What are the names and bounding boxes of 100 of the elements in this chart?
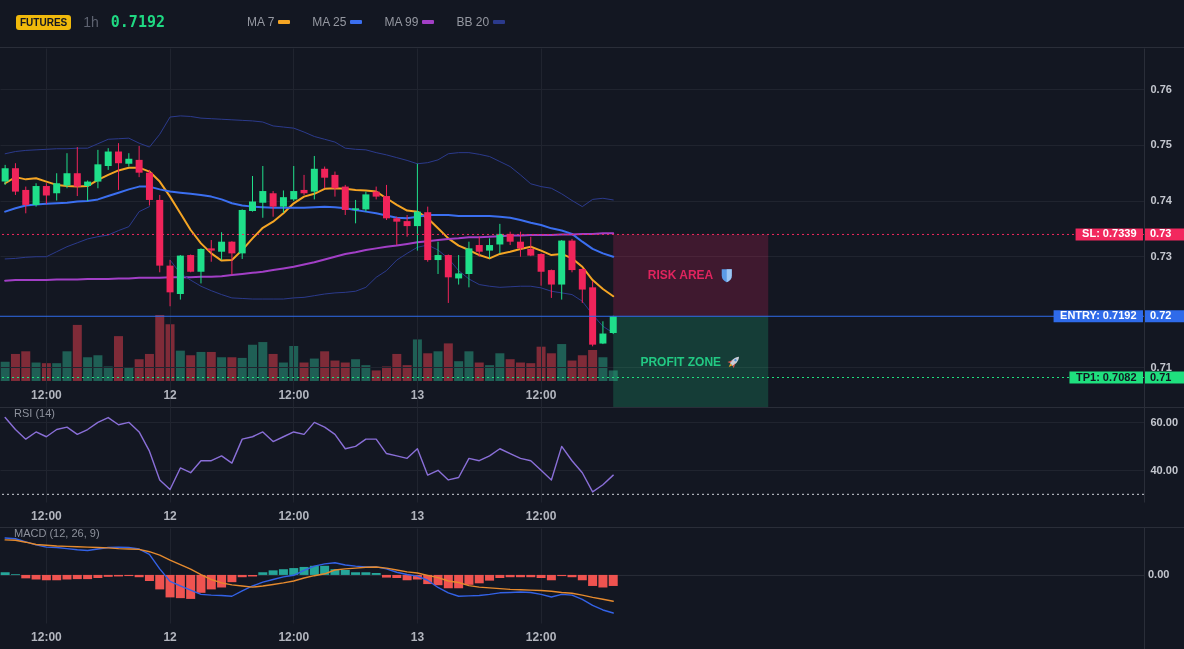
x-tick-label: 13 bbox=[410, 387, 425, 402]
chart-title: MACD (12, 26, 9) bbox=[14, 527, 100, 539]
candlestick bbox=[1, 164, 9, 186]
bar bbox=[340, 362, 350, 381]
bar bbox=[299, 362, 309, 381]
candlestick bbox=[352, 199, 360, 224]
bar bbox=[217, 357, 227, 381]
bar bbox=[175, 350, 185, 381]
bar bbox=[268, 353, 278, 381]
x-tick-label: 12:00 bbox=[31, 387, 63, 402]
text: 0.00 bbox=[1148, 567, 1170, 580]
line-series bbox=[4, 115, 614, 208]
x-tick-label: 12:00 bbox=[31, 508, 63, 523]
x-tick-label: 13 bbox=[410, 508, 425, 523]
x-tick-label: 12:00 bbox=[525, 629, 557, 644]
candlestick bbox=[73, 146, 81, 197]
bar bbox=[0, 361, 10, 381]
bar bbox=[103, 366, 113, 381]
bar bbox=[114, 336, 124, 381]
ref-line-label: SL: 0.7339 bbox=[1082, 227, 1137, 240]
bar bbox=[474, 362, 484, 381]
bar bbox=[124, 367, 134, 381]
bar bbox=[608, 574, 618, 586]
candlestick bbox=[32, 182, 40, 208]
candlestick bbox=[300, 174, 308, 196]
legend-label: MA 99 bbox=[384, 15, 419, 29]
candlestick bbox=[434, 241, 442, 275]
x-tick-label: 12 bbox=[163, 387, 178, 402]
candlestick bbox=[362, 191, 370, 213]
y-tick-label: 0.75 bbox=[1150, 138, 1172, 151]
candlestick bbox=[53, 172, 61, 202]
bar bbox=[31, 362, 41, 381]
bar bbox=[423, 353, 433, 381]
bar bbox=[258, 572, 268, 575]
candlestick bbox=[341, 184, 349, 216]
ref-line-label: TP1: 0.7082 bbox=[1075, 370, 1137, 383]
candlestick bbox=[218, 231, 226, 261]
candlestick bbox=[135, 145, 143, 178]
y-tick-label: 0.76 bbox=[1150, 82, 1172, 95]
candlestick bbox=[279, 189, 287, 214]
x-tick-label: 13 bbox=[410, 629, 425, 644]
bar bbox=[206, 351, 216, 381]
y-tick-label: 0.74 bbox=[1150, 194, 1173, 207]
line-series bbox=[4, 185, 615, 258]
bar bbox=[72, 324, 82, 381]
bar bbox=[598, 357, 608, 381]
chart-title: RSI (14) bbox=[14, 407, 55, 419]
x-tick-label: 12:00 bbox=[525, 508, 557, 523]
bar bbox=[402, 365, 412, 381]
legend-label: BB 20 bbox=[456, 15, 490, 29]
text: 0.7192 bbox=[110, 13, 165, 31]
candlestick bbox=[547, 269, 555, 299]
candlestick bbox=[537, 252, 545, 287]
x-tick-label: 12:00 bbox=[278, 508, 310, 523]
candlestick bbox=[413, 163, 421, 252]
candlestick bbox=[63, 152, 71, 189]
line-series bbox=[4, 232, 615, 282]
x-tick-label: 12:00 bbox=[31, 629, 63, 644]
candlestick bbox=[197, 247, 205, 284]
text: FUTURES bbox=[16, 14, 72, 30]
band-label: RISK AREA bbox=[647, 268, 714, 283]
x-tick-label: 12:00 bbox=[278, 629, 310, 644]
candlestick bbox=[290, 165, 298, 202]
bar bbox=[227, 357, 237, 381]
legend-label: MA 25 bbox=[312, 15, 347, 29]
candlestick bbox=[207, 239, 215, 263]
band-label: PROFIT ZONE bbox=[640, 354, 722, 369]
y-tick-label: 0.71 bbox=[1150, 370, 1172, 383]
y-tick-label: 0.73 bbox=[1150, 227, 1172, 240]
candlestick bbox=[475, 236, 483, 258]
candlestick bbox=[444, 253, 452, 304]
bar bbox=[608, 370, 618, 381]
candlestick bbox=[331, 171, 339, 198]
y-tick-label: 60.00 bbox=[1150, 415, 1179, 428]
candlestick bbox=[269, 190, 277, 218]
y-tick-label: 0.71 bbox=[1150, 360, 1172, 373]
text: 1h bbox=[83, 14, 99, 30]
candlestick bbox=[578, 267, 586, 304]
candlestick bbox=[321, 166, 329, 189]
candlestick bbox=[259, 165, 267, 219]
ref-line-label: ENTRY: 0.7192 bbox=[1060, 309, 1137, 322]
x-tick-label: 12:00 bbox=[525, 387, 557, 402]
bar bbox=[186, 355, 196, 381]
bar bbox=[196, 351, 206, 381]
candlestick bbox=[84, 179, 92, 202]
candlestick bbox=[496, 223, 504, 254]
candlestick bbox=[249, 175, 256, 213]
candlestick bbox=[310, 155, 318, 200]
x-tick-label: 12:00 bbox=[278, 387, 310, 402]
candlestick bbox=[486, 237, 494, 259]
candlestick bbox=[11, 162, 19, 196]
candlestick bbox=[382, 184, 390, 221]
candlestick bbox=[455, 254, 463, 286]
candlestick bbox=[228, 240, 236, 276]
bar bbox=[557, 344, 567, 381]
candlestick bbox=[115, 142, 123, 191]
candlestick bbox=[42, 182, 50, 205]
x-tick-label: 12 bbox=[163, 508, 178, 523]
bar bbox=[309, 358, 319, 381]
candlestick bbox=[104, 147, 112, 171]
